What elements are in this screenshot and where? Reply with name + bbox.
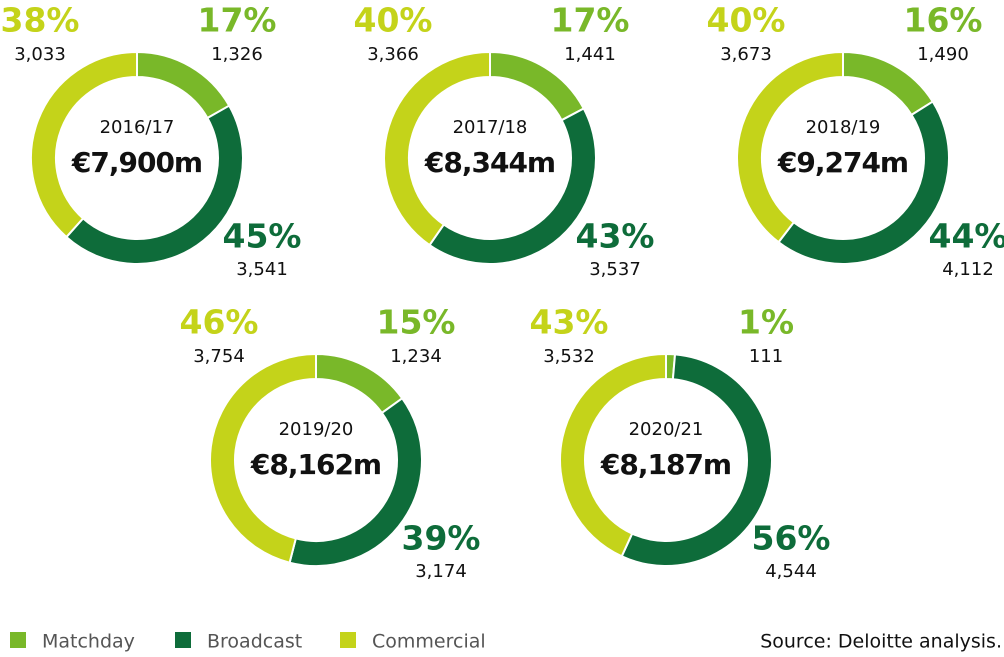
chart-title: 2018/19 [806, 117, 881, 138]
legend-swatch [340, 632, 356, 648]
value-label: 3,537 [589, 259, 641, 280]
value-label: 1,326 [211, 44, 263, 65]
donut-segment [620, 353, 773, 567]
legend-label: Broadcast [207, 631, 302, 653]
percent-label: 43% [530, 303, 609, 342]
legend-label: Matchday [42, 631, 135, 653]
percent-label: 44% [929, 217, 1004, 256]
percent-label: 1% [738, 303, 794, 342]
value-label: 1,441 [564, 44, 616, 65]
chart-total: €8,344m [424, 146, 555, 179]
value-label: 4,544 [765, 561, 817, 582]
value-label: 3,174 [415, 561, 467, 582]
chart-title: 2020/21 [629, 419, 704, 440]
value-label: 1,490 [917, 44, 969, 65]
value-label: 3,541 [236, 259, 288, 280]
donut-segment [559, 352, 667, 558]
percent-label: 16% [904, 1, 983, 40]
chart-title: 2019/20 [279, 419, 354, 440]
value-label: 3,754 [193, 346, 245, 367]
donut-segment [383, 50, 491, 247]
percent-label: 43% [576, 217, 655, 256]
legend-label: Commercial [372, 631, 486, 653]
value-label: 3,033 [14, 44, 66, 65]
percent-label: 40% [707, 1, 786, 40]
chart-title: 2016/17 [100, 117, 175, 138]
legend-swatch [175, 632, 191, 648]
percent-label: 56% [752, 519, 831, 558]
legend-swatch [10, 632, 26, 648]
source: Source: Deloitte analysis. [760, 631, 1002, 653]
value-label: 3,673 [720, 44, 772, 65]
percent-label: 40% [354, 1, 433, 40]
chart-total: €8,162m [250, 448, 381, 481]
donut-segment [30, 50, 138, 239]
value-label: 3,366 [367, 44, 419, 65]
value-label: 4,112 [942, 259, 994, 280]
percent-label: 17% [551, 1, 630, 40]
percent-label: 39% [402, 519, 481, 558]
donut-segment [736, 50, 844, 244]
percent-label: 15% [377, 303, 456, 342]
value-label: 1,234 [390, 346, 442, 367]
percent-label: 38% [1, 1, 80, 40]
value-label: 111 [749, 346, 783, 367]
value-label: 3,532 [543, 346, 595, 367]
chart-total: €7,900m [71, 146, 202, 179]
chart-title: 2017/18 [453, 117, 528, 138]
percent-label: 17% [198, 1, 277, 40]
donut-segment [209, 352, 317, 564]
percent-label: 45% [223, 217, 302, 256]
percent-label: 46% [180, 303, 259, 342]
chart-total: €9,274m [777, 146, 908, 179]
chart-total: €8,187m [600, 448, 731, 481]
